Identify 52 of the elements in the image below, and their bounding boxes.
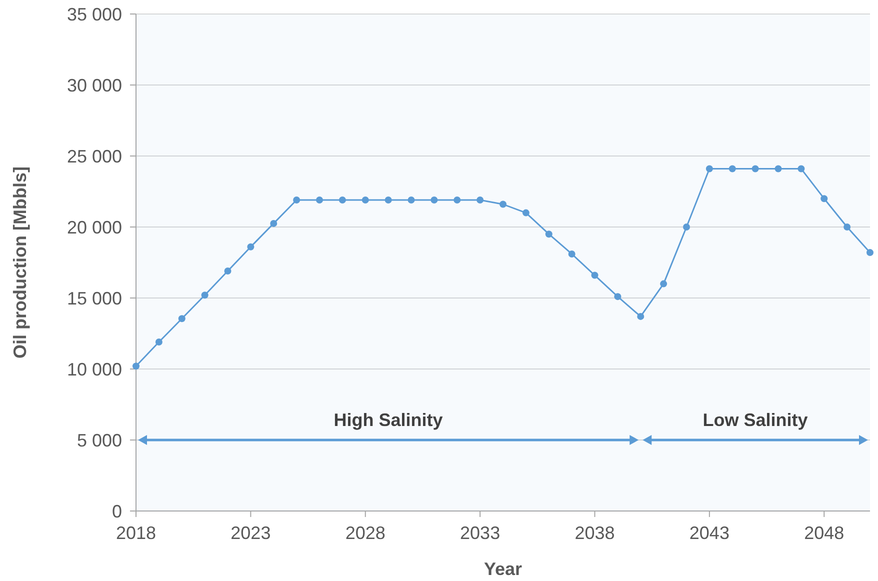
- point: [660, 280, 668, 288]
- point: [224, 268, 232, 275]
- point: [454, 196, 461, 204]
- point: [752, 165, 759, 172]
- point: [591, 272, 598, 279]
- point: [408, 196, 415, 204]
- x-tick-label: 2023: [230, 523, 271, 543]
- point: [132, 362, 140, 370]
- point: [866, 249, 874, 256]
- band-label: High Salinity: [334, 410, 443, 430]
- x-tick-label: 2018: [116, 523, 156, 543]
- y-tick-label: 20 000: [66, 217, 122, 238]
- y-tick-label: 25 000: [66, 146, 122, 166]
- point: [500, 200, 506, 208]
- point: [798, 165, 805, 172]
- point: [683, 224, 690, 230]
- point: [430, 196, 438, 204]
- y-tick-label: 0: [112, 501, 122, 522]
- x-tick-label: 2033: [460, 523, 500, 543]
- band-label: Low Salinity: [702, 410, 808, 430]
- point: [545, 230, 552, 238]
- y-axis-title: Oil production [Mbbls]: [10, 166, 30, 358]
- x-axis-title: Year: [484, 559, 522, 579]
- y-tick-label: 35 000: [66, 4, 122, 24]
- x-tick-label: 2028: [345, 523, 386, 543]
- x-tick-label: 2043: [689, 523, 730, 543]
- y-tick-label: 30 000: [66, 75, 122, 96]
- point: [522, 209, 530, 216]
- point: [155, 338, 162, 346]
- x-tick-label: 2048: [804, 523, 844, 543]
- point: [338, 196, 346, 204]
- point: [476, 196, 484, 204]
- y-tick-label: 10 000: [66, 359, 122, 380]
- point: [384, 196, 392, 204]
- y-tick-label: 5 000: [76, 430, 122, 450]
- point: [247, 243, 254, 250]
- point: [270, 220, 278, 227]
- point: [728, 165, 736, 172]
- point: [568, 250, 576, 258]
- point: [316, 196, 323, 204]
- point: [362, 196, 369, 204]
- point: [844, 224, 851, 230]
- point: [614, 293, 622, 300]
- point: [201, 292, 208, 299]
- x-tick-label: 2038: [574, 523, 615, 543]
- y-tick-label: 15 000: [66, 288, 122, 308]
- point: [178, 315, 186, 322]
- point: [706, 165, 713, 172]
- point: [293, 196, 300, 204]
- point: [774, 165, 782, 172]
- point: [820, 195, 828, 202]
- point: [637, 312, 644, 320]
